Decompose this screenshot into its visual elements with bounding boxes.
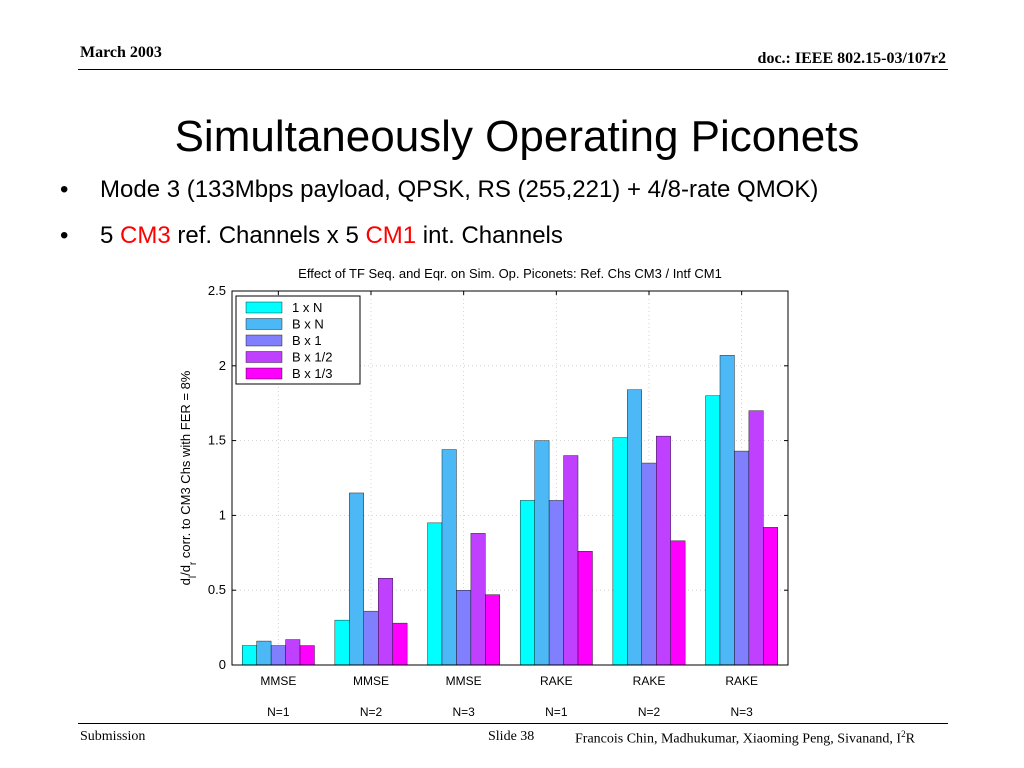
header-doc-id: doc.: IEEE 802.15-03/107r2 — [757, 50, 946, 67]
y-axis-label-part: corr. to CM3 Chs with FER = 8% — [178, 370, 193, 562]
bar — [392, 622, 408, 666]
y-tick-label: 1 — [219, 507, 226, 522]
legend-label: B x 1 — [292, 333, 322, 348]
bullet-glyph: • — [60, 222, 69, 249]
y-axis-label-part: d — [178, 578, 193, 585]
x-tick-label-sub: N=2 — [638, 705, 661, 719]
legend-swatch — [245, 301, 283, 314]
bar-chart: Effect of TF Seq. and Eqr. on Sim. Op. P… — [170, 260, 810, 730]
x-tick-label-sub: N=3 — [730, 705, 753, 719]
bar — [363, 610, 379, 666]
legend-swatch — [245, 318, 283, 330]
legend-label: B x 1/3 — [292, 366, 332, 381]
bar — [519, 500, 535, 666]
x-tick-label: MMSE — [260, 674, 296, 688]
bar — [349, 492, 364, 666]
bullet-2-mid: ref. Channels x 5 — [170, 222, 366, 249]
legend-label: 1 x N — [292, 300, 322, 315]
bullet-2-int-channel: CM1 — [365, 222, 417, 249]
bar — [456, 590, 472, 666]
x-tick-label: MMSE — [446, 674, 482, 688]
bar — [670, 540, 686, 666]
x-tick-label-sub: N=1 — [545, 705, 568, 719]
legend-label: B x 1/2 — [292, 350, 332, 365]
y-tick-label: 0 — [219, 657, 226, 672]
bullet-glyph: • — [60, 176, 69, 203]
y-tick-label: 1.5 — [208, 433, 226, 448]
chart-svg: Effect of TF Seq. and Eqr. on Sim. Op. P… — [178, 266, 789, 719]
bullet-item-1: • Mode 3 (133Mbps payload, QPSK, RS (255,… — [60, 176, 818, 204]
x-tick-label-sub: N=3 — [452, 705, 475, 719]
bar — [334, 619, 350, 666]
bar — [577, 551, 593, 666]
x-tick-label: MMSE — [353, 674, 389, 688]
y-tick-label: 2.5 — [208, 283, 226, 298]
bar — [241, 645, 257, 666]
header-date: March 2003 — [80, 44, 162, 61]
slide-title: Simultaneously Operating Piconets — [174, 112, 860, 161]
header-divider — [78, 69, 948, 70]
legend-swatch — [245, 351, 283, 363]
bar — [256, 640, 272, 666]
footer-authors-text: Francois Chin, Madhukumar, Xiaoming Peng… — [575, 731, 902, 747]
bar — [641, 462, 657, 666]
x-tick-label: RAKE — [633, 674, 666, 688]
bullet-2-pre: 5 — [100, 222, 121, 249]
bar — [705, 395, 721, 666]
footer-authors-sup: 2 — [901, 729, 906, 739]
bar — [299, 645, 315, 666]
bullet-2-ref-channel: CM3 — [120, 222, 171, 249]
legend-label: B x N — [292, 317, 324, 332]
plot-frame — [231, 290, 789, 666]
bar — [548, 500, 564, 666]
bullet-1-text: Mode 3 (133Mbps payload, QPSK, RS (255,2… — [100, 176, 819, 203]
y-axis-label-part: r — [188, 561, 199, 565]
footer-authors-tail: R — [905, 731, 915, 747]
footer-authors: Francois Chin, Madhukumar, Xiaoming Peng… — [575, 729, 915, 748]
bar — [719, 355, 735, 666]
x-tick-label: RAKE — [725, 674, 758, 688]
chart-title: Effect of TF Seq. and Eqr. on Sim. Op. P… — [298, 266, 722, 281]
legend-swatch — [245, 367, 283, 380]
y-axis-label-part: /d — [178, 565, 193, 576]
legend-swatch — [245, 334, 283, 347]
bullet-item-2: • 5 CM3 ref. Channels x 5 CM1 int. Channe… — [60, 222, 563, 250]
footer-slide-number: Slide 38 — [488, 729, 535, 744]
bar — [485, 594, 501, 666]
y-axis-label-part: l — [188, 576, 199, 578]
x-tick-label-sub: N=1 — [267, 705, 290, 719]
bar — [427, 522, 443, 666]
bar — [627, 389, 642, 666]
x-tick-label-sub: N=2 — [360, 705, 383, 719]
bar — [534, 440, 550, 666]
bar — [285, 639, 301, 666]
bar — [378, 578, 393, 666]
bar — [612, 437, 628, 666]
bar — [470, 533, 486, 666]
footer-submission: Submission — [80, 729, 146, 744]
y-tick-label: 0.5 — [208, 582, 226, 597]
bar — [563, 455, 579, 666]
bullet-2-post: int. Channels — [416, 222, 563, 249]
bar — [763, 527, 779, 666]
bar — [748, 410, 764, 666]
x-tick-label: RAKE — [540, 674, 573, 688]
y-tick-label: 2 — [219, 358, 226, 373]
y-axis-label: dl/dr corr. to CM3 Chs with FER = 8% — [178, 370, 199, 585]
bar — [441, 449, 457, 666]
bar — [270, 645, 286, 666]
footer-divider — [78, 723, 948, 724]
bar — [656, 435, 671, 666]
bar — [734, 450, 750, 666]
